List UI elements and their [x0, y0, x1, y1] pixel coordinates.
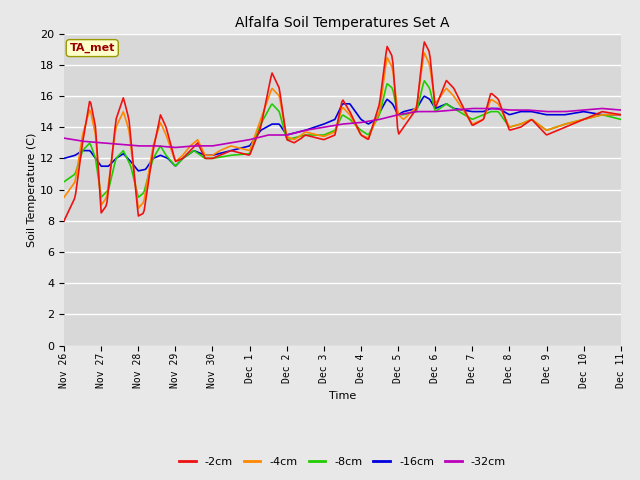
- Legend: -2cm, -4cm, -8cm, -16cm, -32cm: -2cm, -4cm, -8cm, -16cm, -32cm: [175, 452, 510, 471]
- Y-axis label: Soil Temperature (C): Soil Temperature (C): [28, 132, 37, 247]
- X-axis label: Time: Time: [329, 391, 356, 401]
- Text: TA_met: TA_met: [70, 43, 115, 53]
- Title: Alfalfa Soil Temperatures Set A: Alfalfa Soil Temperatures Set A: [235, 16, 450, 30]
